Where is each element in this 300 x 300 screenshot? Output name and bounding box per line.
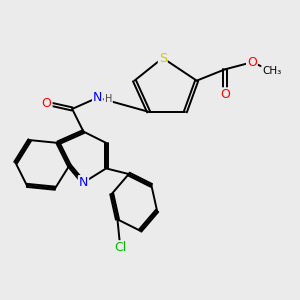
Text: O: O: [220, 88, 230, 101]
Text: CH₃: CH₃: [262, 66, 281, 76]
Text: S: S: [159, 52, 167, 64]
Text: H: H: [105, 94, 112, 104]
Text: O: O: [42, 97, 52, 110]
Text: N: N: [93, 91, 102, 104]
Text: O: O: [247, 56, 257, 69]
Text: N: N: [79, 176, 88, 189]
Text: Cl: Cl: [114, 241, 126, 254]
